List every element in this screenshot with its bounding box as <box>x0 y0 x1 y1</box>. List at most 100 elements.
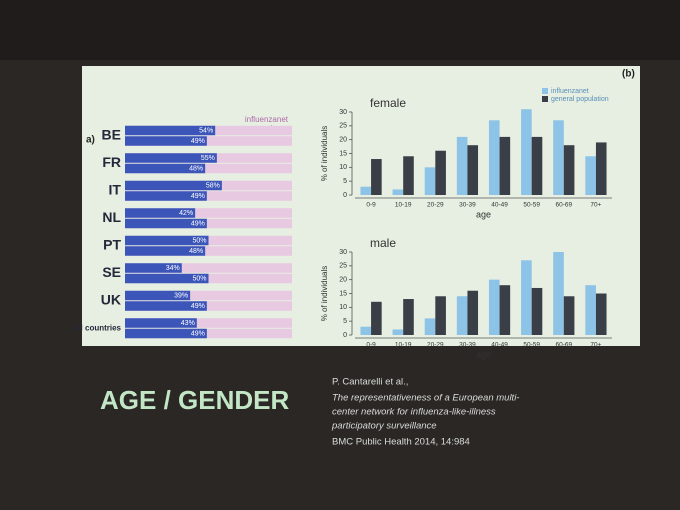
y-tick-label: 5 <box>343 178 347 185</box>
x-tick-label: 60-69 <box>556 202 573 209</box>
bar <box>521 109 532 195</box>
value-label: 42% <box>179 210 193 217</box>
bar-track <box>125 218 292 229</box>
y-tick-label: 10 <box>339 164 347 171</box>
bar <box>488 279 500 335</box>
bar <box>424 167 436 195</box>
bar <box>467 145 479 195</box>
bar-track <box>125 290 292 301</box>
bar <box>488 120 500 195</box>
bar-track <box>125 263 292 273</box>
value-label: 58% <box>206 183 220 190</box>
bar-track <box>125 318 292 328</box>
bar <box>125 163 206 174</box>
paper-title: The representativeness of a European mul… <box>332 393 519 404</box>
y-tick-label: 10 <box>339 304 347 311</box>
bar <box>125 246 206 256</box>
value-label: 49% <box>191 193 205 200</box>
y-tick-label: 15 <box>339 290 347 297</box>
value-label: 49% <box>191 303 205 310</box>
bar-track <box>125 301 292 311</box>
bar <box>360 186 372 195</box>
x-tick-label: 50-59 <box>523 202 540 209</box>
bar <box>521 260 532 335</box>
bar-track <box>125 163 292 174</box>
bar <box>125 180 222 191</box>
x-tick-label: 70+ <box>590 202 601 209</box>
category-label: SE <box>102 264 121 280</box>
bar <box>371 301 382 335</box>
bar <box>125 191 207 201</box>
paper-title: participatory surveillance <box>331 421 437 432</box>
y-tick-label: 15 <box>339 150 347 157</box>
y-tick-label: 0 <box>343 192 347 199</box>
category-label: UK <box>101 291 121 307</box>
bar <box>125 263 182 273</box>
bar <box>125 136 207 146</box>
category-label: FR <box>102 154 121 170</box>
value-label: 49% <box>191 221 205 228</box>
panel-label: (b) <box>622 69 635 80</box>
value-label: 54% <box>199 128 213 135</box>
bar <box>125 273 209 284</box>
bar <box>125 208 196 218</box>
value-label: 43% <box>181 320 195 327</box>
value-label: 50% <box>192 238 206 245</box>
bar <box>360 326 372 335</box>
bar <box>125 301 207 311</box>
bar <box>125 235 209 246</box>
category-label: PT <box>103 236 121 252</box>
bar <box>125 125 216 136</box>
bar <box>403 156 414 195</box>
x-tick-label: 40-49 <box>491 202 508 209</box>
bar-track <box>125 191 292 201</box>
paper-title: center network for influenza-like-illnes… <box>332 407 496 418</box>
category-label: NL <box>102 209 121 225</box>
y-tick-label: 25 <box>339 263 347 270</box>
authors: P. Cantarelli et al., <box>332 377 408 388</box>
bar-track <box>125 136 292 146</box>
x-tick-label: 30-39 <box>459 202 476 209</box>
value-label: 49% <box>191 138 205 145</box>
y-tick-label: 25 <box>339 123 347 130</box>
bar-track <box>125 246 292 256</box>
x-tick-label: 10-19 <box>395 202 412 209</box>
bar <box>424 318 436 335</box>
x-tick-label: 30-39 <box>459 342 476 349</box>
heading: AGE / GENDER <box>100 385 289 415</box>
bar <box>125 218 207 229</box>
x-tick-label: 50-59 <box>523 342 540 349</box>
bar <box>531 136 543 195</box>
bar <box>595 293 607 335</box>
bar <box>456 136 468 195</box>
journal: BMC Public Health 2014, 14:984 <box>332 437 470 448</box>
bar <box>435 296 446 335</box>
bar <box>585 285 596 335</box>
bar <box>499 285 511 335</box>
bar <box>553 252 564 335</box>
x-tick-label: 20-29 <box>427 202 444 209</box>
y-tick-label: 30 <box>339 109 347 116</box>
bar <box>595 142 607 195</box>
value-label: 49% <box>191 331 205 338</box>
x-tick-label: 0-9 <box>366 342 376 349</box>
chart-title: female <box>370 96 406 110</box>
y-tick-label: 20 <box>339 277 347 284</box>
legend-swatch <box>542 88 548 94</box>
category-label: IT <box>109 181 122 197</box>
value-label: 34% <box>166 265 180 272</box>
y-tick-label: 30 <box>339 249 347 256</box>
bar <box>585 156 596 195</box>
x-tick-label: 20-29 <box>427 342 444 349</box>
x-tick-label: 40-49 <box>491 342 508 349</box>
legend-label: influenzanet <box>245 115 289 124</box>
legend-label: influenzanet <box>551 88 589 95</box>
bar <box>125 290 191 301</box>
x-axis-label: age <box>476 209 491 219</box>
bar <box>435 150 446 195</box>
value-label: 48% <box>189 166 203 173</box>
value-label: 48% <box>189 248 203 255</box>
bar <box>563 296 575 335</box>
bar <box>125 328 207 339</box>
